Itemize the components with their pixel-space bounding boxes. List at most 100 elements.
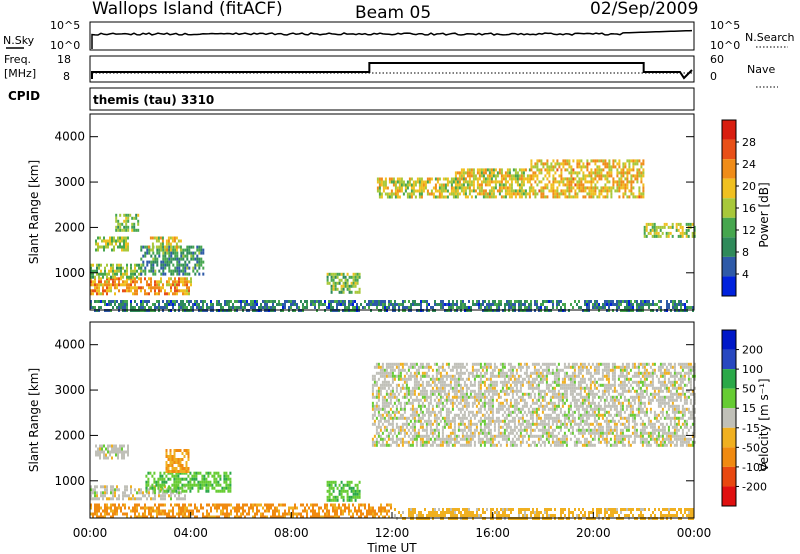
data-cell	[497, 434, 500, 438]
data-cell	[520, 180, 523, 184]
data-cell	[455, 368, 458, 372]
data-cell	[438, 183, 441, 187]
data-cell	[94, 283, 96, 287]
data-cell	[462, 189, 465, 193]
data-cell	[186, 300, 188, 303]
data-cell	[200, 251, 203, 255]
data-cell	[121, 228, 124, 232]
data-cell	[405, 395, 408, 399]
data-cell	[94, 289, 96, 293]
data-cell	[385, 368, 388, 372]
data-cell	[529, 431, 532, 435]
data-cell	[391, 392, 394, 396]
data-cell	[138, 277, 140, 281]
data-cell	[446, 303, 448, 306]
data-cell	[125, 213, 128, 217]
data-cell	[125, 216, 128, 220]
data-cell	[110, 497, 112, 501]
data-cell	[162, 248, 165, 252]
data-cell	[423, 389, 426, 393]
data-cell	[531, 413, 534, 417]
data-cell	[596, 303, 598, 306]
data-cell	[405, 440, 408, 444]
data-cell	[461, 377, 464, 381]
data-cell	[441, 431, 444, 435]
noise-line	[91, 29, 693, 49]
data-cell	[346, 498, 349, 502]
data-cell	[117, 222, 120, 226]
data-cell	[240, 303, 242, 306]
data-cell	[399, 371, 402, 375]
data-cell	[429, 431, 432, 435]
data-cell	[527, 407, 530, 411]
data-cell	[127, 228, 130, 232]
data-cell	[460, 189, 463, 193]
data-cell	[387, 416, 390, 420]
data-cell	[174, 269, 177, 273]
data-cell	[561, 434, 564, 438]
data-cell	[450, 186, 453, 190]
data-cell	[598, 174, 601, 178]
data-cell	[200, 263, 203, 267]
data-cell	[572, 195, 575, 199]
data-cell	[602, 174, 605, 178]
data-cell	[610, 189, 613, 193]
data-cell	[170, 254, 173, 258]
data-cell	[168, 257, 171, 261]
data-cell	[550, 183, 553, 187]
data-cell	[477, 401, 480, 405]
data-cell	[443, 437, 446, 441]
data-cell	[598, 189, 601, 193]
data-cell	[209, 483, 212, 487]
data-cell	[533, 368, 536, 372]
data-cell	[561, 404, 564, 408]
data-cell	[540, 192, 543, 196]
data-cell	[383, 410, 386, 414]
data-cell	[592, 195, 595, 199]
data-cell	[516, 171, 519, 175]
data-cell	[556, 306, 558, 309]
data-cell	[466, 183, 469, 187]
data-cell	[459, 371, 462, 375]
data-cell	[108, 497, 110, 501]
data-cell	[582, 183, 585, 187]
data-cell	[469, 443, 472, 447]
data-cell	[171, 239, 174, 243]
data-cell	[150, 269, 153, 273]
data-cell	[555, 392, 558, 396]
data-cell	[346, 284, 349, 288]
data-cell	[451, 401, 454, 405]
data-cell	[96, 263, 98, 267]
data-cell	[430, 192, 433, 196]
data-cell	[99, 236, 101, 240]
data-cell	[459, 437, 462, 441]
data-cell	[168, 277, 170, 281]
data-cell	[495, 365, 498, 369]
data-cell	[569, 437, 572, 441]
data-cell	[407, 398, 410, 402]
data-cell	[532, 171, 535, 175]
data-cell	[513, 419, 516, 423]
data-cell	[110, 488, 112, 492]
data-cell	[552, 177, 555, 181]
data-cell	[165, 464, 168, 467]
data-cell	[213, 480, 216, 484]
data-cell	[182, 292, 184, 296]
data-cell	[507, 404, 510, 408]
data-cell	[545, 401, 548, 405]
data-cell	[504, 189, 507, 193]
data-cell	[109, 242, 111, 246]
data-cell	[407, 365, 410, 369]
data-cell	[462, 192, 465, 196]
data-cell	[457, 434, 460, 438]
data-cell	[394, 306, 396, 309]
data-cell	[486, 180, 489, 184]
data-cell	[172, 306, 174, 309]
data-cell	[561, 380, 564, 384]
data-cell	[573, 365, 576, 369]
data-cell	[632, 306, 634, 309]
data-cell	[479, 374, 482, 378]
data-cell	[268, 306, 270, 309]
data-cell	[538, 159, 541, 163]
